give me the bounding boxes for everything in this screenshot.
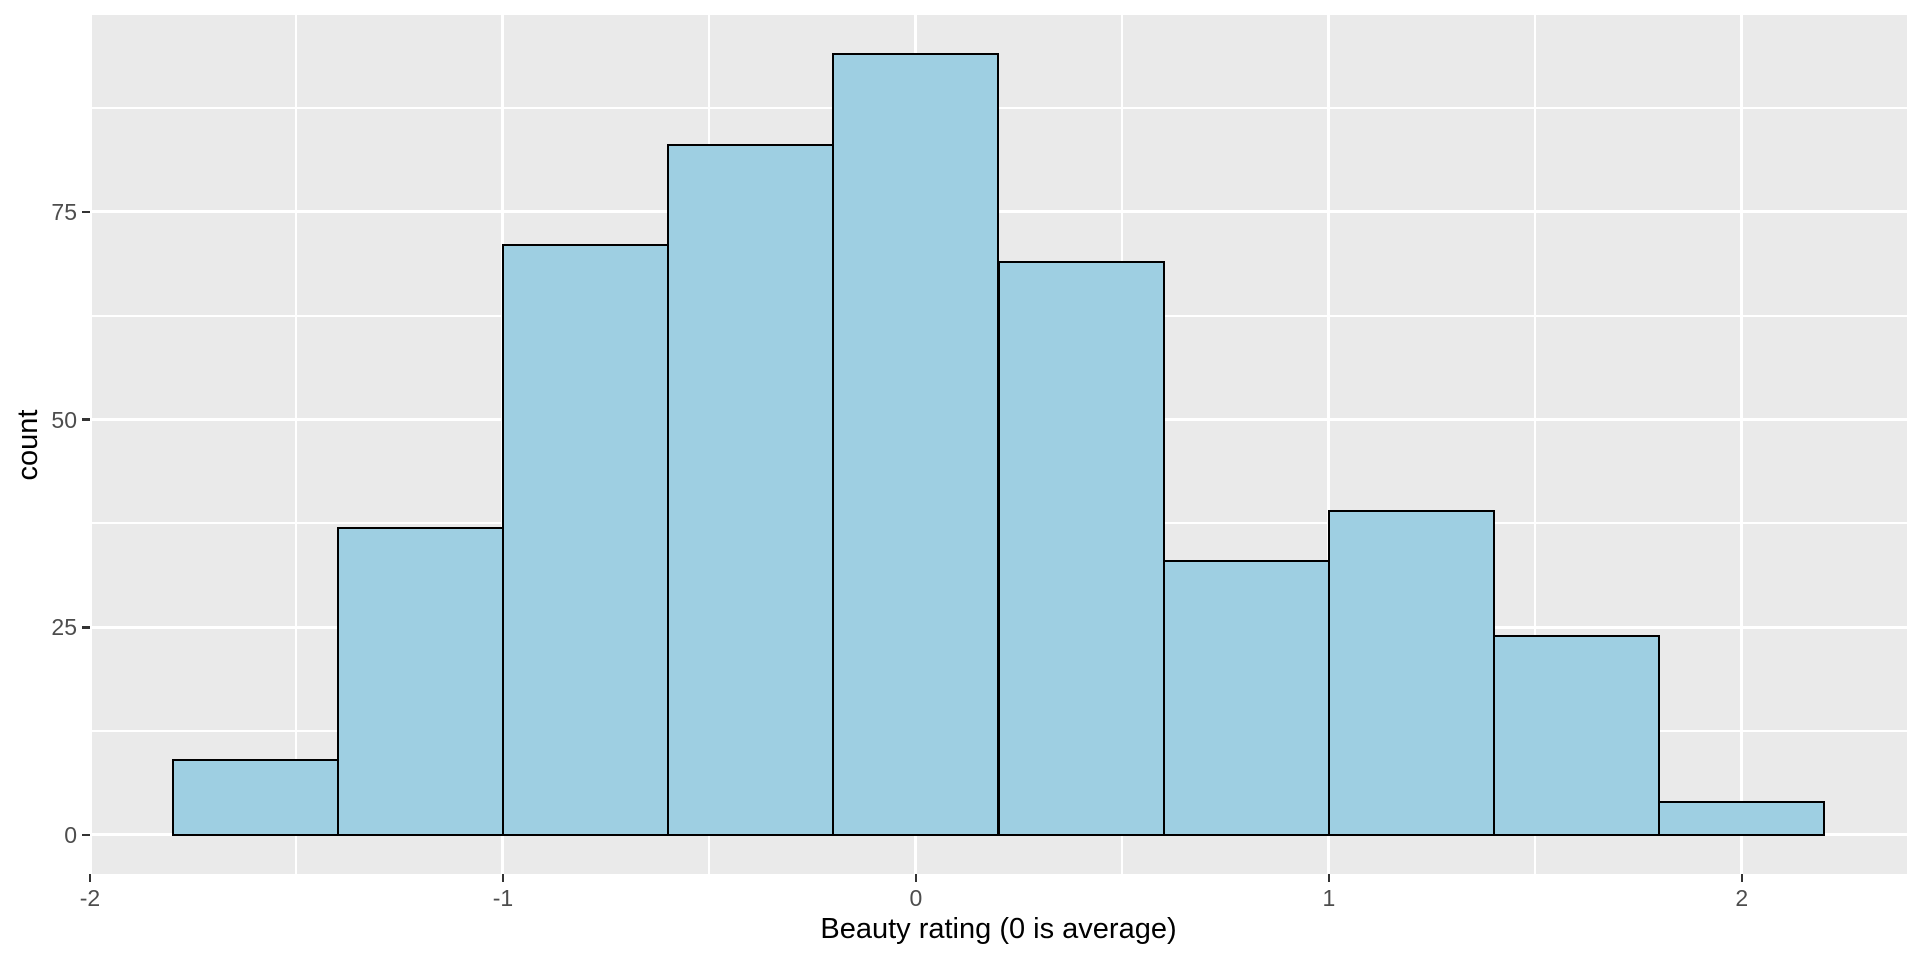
histogram-bar (997, 260, 1165, 836)
x-tick-mark (1327, 874, 1331, 882)
histogram-bar (336, 526, 504, 836)
y-tick-label: 75 (51, 198, 77, 225)
x-tick-mark (1740, 874, 1744, 882)
x-tick-label: -1 (492, 885, 514, 911)
x-axis-title: Beauty rating (0 is average) (820, 913, 1177, 945)
x-tick-mark (501, 874, 505, 882)
y-axis-title: count (12, 409, 44, 480)
y-tick-mark (82, 626, 90, 629)
x-tick-mark (88, 874, 92, 882)
major-gridline-x (1740, 15, 1744, 874)
histogram-bar (832, 53, 1000, 836)
histogram-bar (1658, 800, 1826, 836)
y-tick-label: 50 (51, 406, 77, 433)
y-tick-label: 0 (64, 821, 77, 848)
histogram-bar (667, 144, 835, 836)
histogram-bar (1493, 634, 1661, 836)
histogram-bar (501, 244, 670, 836)
major-gridline-x (1327, 15, 1331, 874)
histogram-bar (1327, 509, 1496, 836)
x-tick-label: 1 (1322, 885, 1336, 911)
histogram-bar (1162, 559, 1330, 836)
major-gridline-x (90, 15, 92, 874)
histogram-bar (171, 759, 339, 836)
y-tick-mark (82, 210, 90, 214)
y-tick-label: 25 (51, 614, 77, 641)
minor-gridline-x (295, 15, 298, 874)
x-tick-label: -2 (79, 885, 101, 911)
x-tick-mark (914, 874, 918, 882)
x-tick-label: 2 (1735, 885, 1749, 911)
minor-gridline-x (1534, 15, 1537, 874)
x-tick-label: 0 (909, 885, 923, 911)
y-tick-mark (82, 833, 90, 837)
plot-panel (90, 15, 1907, 874)
y-tick-mark (82, 418, 90, 421)
